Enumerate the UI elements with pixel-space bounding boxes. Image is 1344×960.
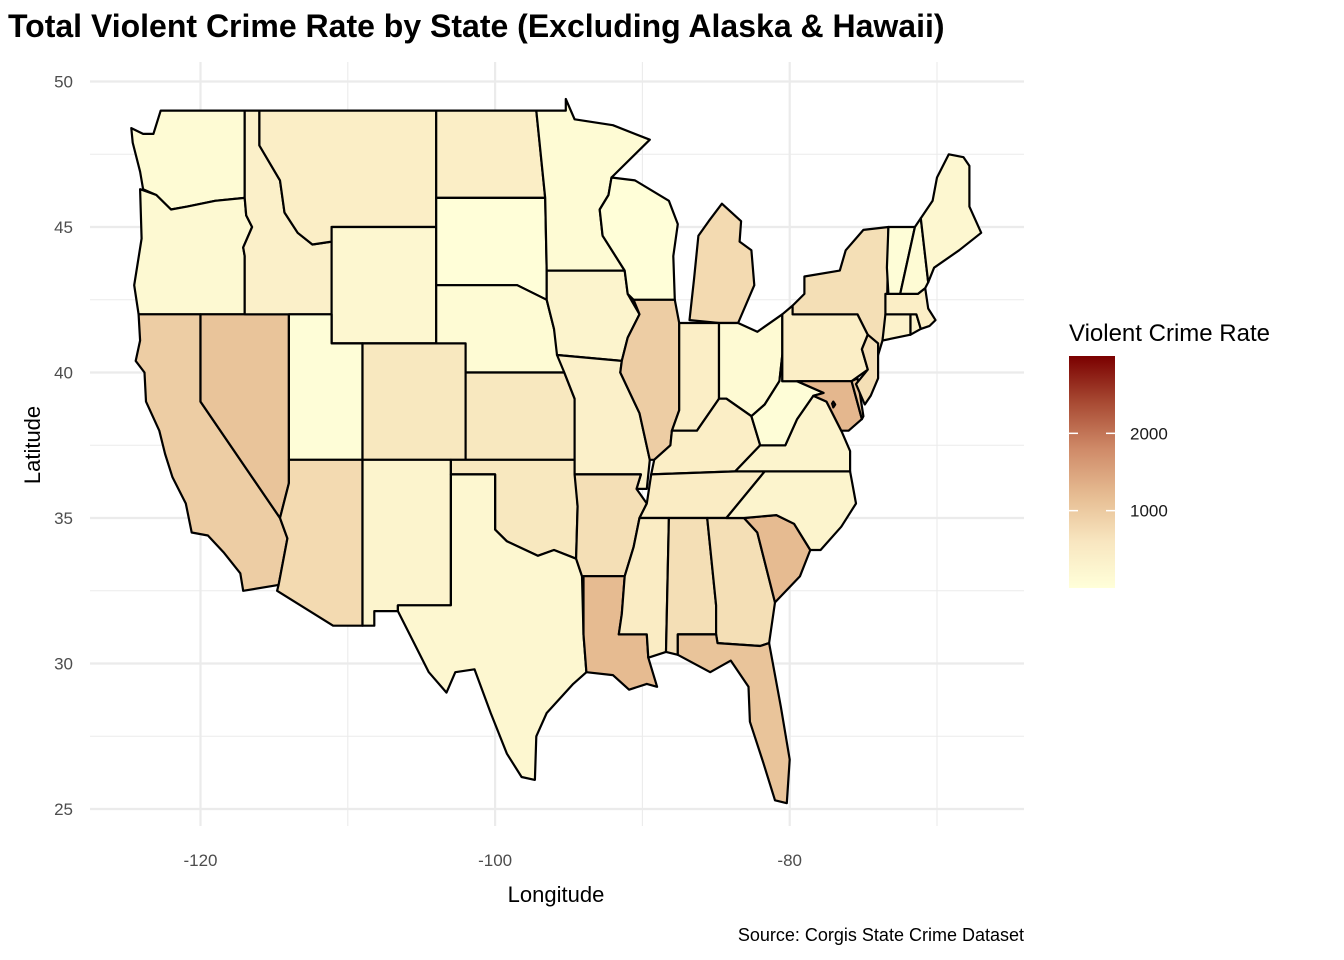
y-tick-label: 25 — [54, 800, 73, 819]
x-tick-label: -120 — [183, 851, 217, 870]
y-axis-title: Latitude — [20, 406, 45, 484]
state-michigan — [688, 202, 756, 325]
state-colorado — [361, 342, 467, 461]
state-new-jersey — [854, 333, 880, 406]
state-florida — [676, 633, 791, 805]
state-new-mexico — [361, 458, 452, 627]
legend: Violent Crime Rate 1000 2000 — [1069, 320, 1270, 588]
state-pennsylvania — [781, 304, 869, 383]
legend-colorbar — [1069, 356, 1115, 588]
x-tick-label: -80 — [777, 851, 802, 870]
state-arizona — [276, 458, 364, 627]
x-axis-title: Longitude — [508, 882, 605, 907]
legend-tick-label: 1000 — [1130, 502, 1168, 521]
legend-ticks: 1000 2000 — [1069, 424, 1168, 521]
y-tick-label: 40 — [54, 364, 73, 383]
state-oregon — [133, 188, 254, 316]
source-caption: Source: Corgis State Crime Dataset — [738, 925, 1024, 945]
y-tick-label: 35 — [54, 509, 73, 528]
y-tick-label: 45 — [54, 218, 73, 237]
axes-layer: -120 -100 -80 25 30 35 40 45 50 — [54, 73, 802, 871]
state-connecticut — [881, 313, 912, 342]
legend-tick-label: 2000 — [1130, 424, 1168, 443]
state-north-dakota — [435, 109, 547, 199]
state-mississippi — [617, 516, 671, 659]
x-tick-label: -100 — [478, 851, 512, 870]
state-wyoming — [330, 225, 438, 345]
state-maine — [919, 153, 983, 284]
state-vermont — [885, 225, 917, 295]
y-tick-label: 30 — [54, 655, 73, 674]
states-layer — [130, 97, 983, 805]
legend-title: Violent Crime Rate — [1069, 320, 1270, 347]
chart-title: Total Violent Crime Rate by State (Exclu… — [8, 8, 945, 44]
state-kansas — [464, 371, 576, 461]
state-district-of-columbia — [830, 400, 837, 409]
state-delaware — [850, 377, 865, 421]
y-tick-label: 50 — [54, 73, 73, 92]
state-texas — [396, 473, 588, 782]
